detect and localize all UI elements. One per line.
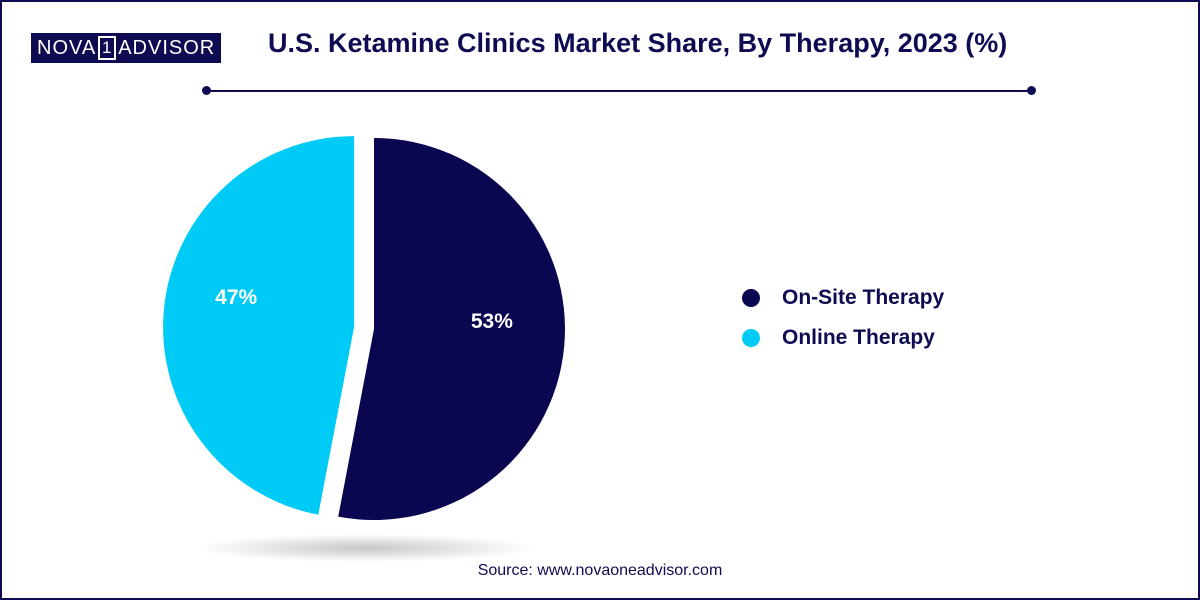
pie-slice-labels: 53% 47% — [215, 286, 513, 333]
pie-slices — [163, 136, 565, 520]
legend-label-online: Online Therapy — [782, 326, 935, 349]
legend-item-on-site: On-Site Therapy — [742, 278, 944, 318]
brand-logo-left: NOVA — [37, 36, 97, 59]
title-underline — [206, 90, 1032, 92]
underline-left-dot — [202, 86, 211, 95]
underline-right-dot — [1027, 86, 1036, 95]
chart-title: U.S. Ketamine Clinics Market Share, By T… — [268, 28, 1008, 58]
pie-shadow — [195, 534, 535, 562]
pie-label-on-site-therapy: 53% — [471, 310, 513, 333]
legend-item-online: Online Therapy — [742, 318, 944, 358]
chart-legend: On-Site Therapy Online Therapy — [742, 278, 944, 358]
pie-slice-on-site-therapy — [338, 138, 565, 520]
pie-slice-online-therapy — [163, 136, 355, 515]
legend-swatch-online — [742, 329, 760, 347]
source-note: Source: www.novaoneadvisor.com — [477, 562, 723, 579]
legend-swatch-on-site — [742, 289, 760, 307]
brand-logo-mid: 1 — [98, 36, 117, 60]
brand-logo-right: ADVISOR — [118, 36, 216, 59]
pie-label-online-therapy: 47% — [215, 286, 257, 309]
brand-logo: NOVA 1 ADVISOR — [31, 33, 222, 63]
legend-label-on-site: On-Site Therapy — [782, 286, 945, 309]
